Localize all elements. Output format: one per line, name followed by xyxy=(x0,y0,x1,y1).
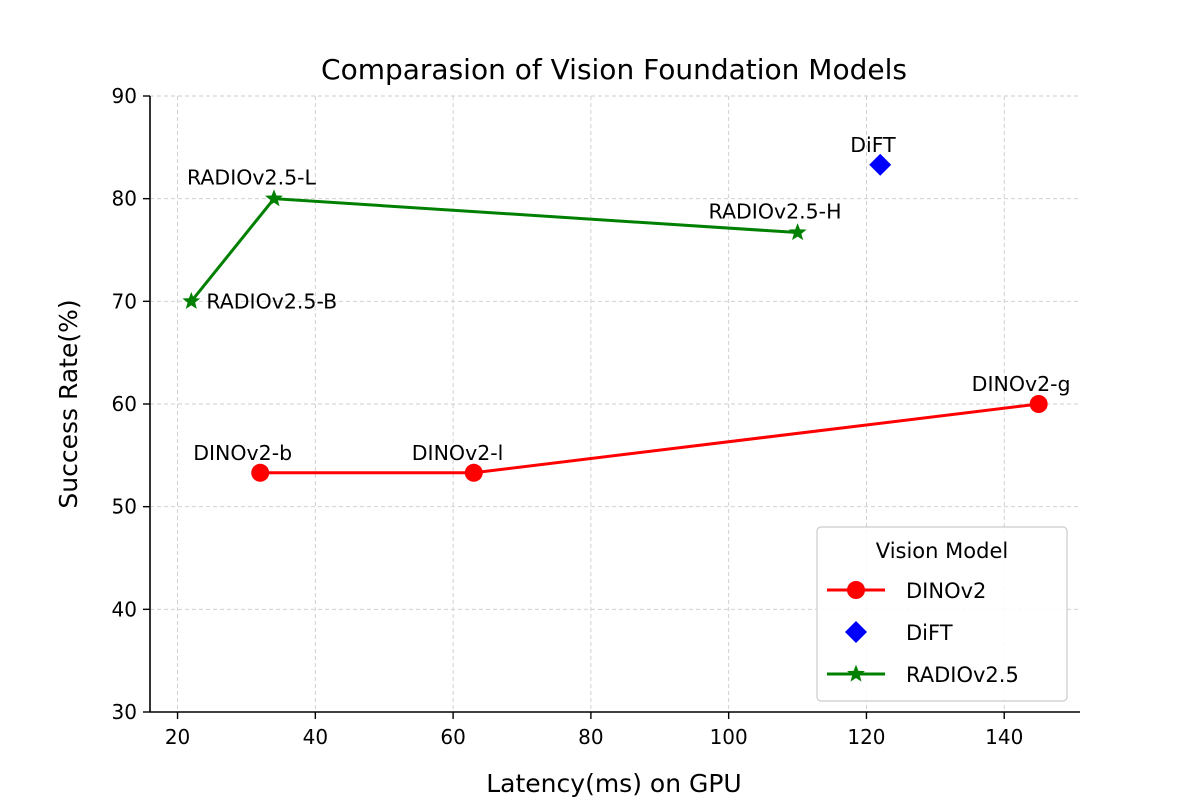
x-tick-label: 60 xyxy=(440,725,465,749)
point-label: RADIOv2.5-B xyxy=(206,289,337,313)
x-tick-label: 120 xyxy=(847,725,885,749)
x-tick-label: 140 xyxy=(985,725,1023,749)
x-axis-label: Latency(ms) on GPU xyxy=(486,769,741,798)
point-label: DiFT xyxy=(850,133,896,157)
point-label: DINOv2-g xyxy=(972,372,1071,396)
legend-marker-radiov2-5 xyxy=(847,664,865,682)
axes-layer: 20 40 60 80 100 120 140 30 40 50 60 70 80 90 xyxy=(112,84,1080,749)
y-tick-label: 40 xyxy=(112,597,137,621)
legend-label-radiov2-5: RADIOv2.5 xyxy=(906,663,1019,687)
point-label: DINOv2-b xyxy=(193,441,292,465)
y-axis-label: Success Rate(%) xyxy=(54,299,83,508)
legend-marker-dift xyxy=(845,621,867,643)
x-tick-label: 40 xyxy=(303,725,328,749)
legend-title: Vision Model xyxy=(876,539,1008,563)
dinov2-point xyxy=(1029,395,1048,413)
dinov2-point xyxy=(251,463,270,482)
y-tick-label: 90 xyxy=(112,84,137,108)
y-tick-label: 50 xyxy=(112,495,137,519)
point-label: DINOv2-l xyxy=(412,441,504,465)
y-tick-label: 80 xyxy=(112,187,137,211)
dinov2-series-line xyxy=(260,402,1039,475)
x-tick-label: 20 xyxy=(165,725,190,749)
chart-title: Comparasion of Vision Foundation Models xyxy=(321,53,907,86)
y-tick-label: 70 xyxy=(112,289,137,313)
radiov2-5-series-line xyxy=(190,197,798,303)
y-tick-label: 60 xyxy=(112,392,137,416)
series-layer xyxy=(182,153,1048,482)
point-label: RADIOv2.5-H xyxy=(709,200,842,224)
legend-marker-dinov2 xyxy=(847,581,865,599)
radiov2-5-point xyxy=(182,291,201,309)
point-labels-layer: DINOv2-b DINOv2-l DINOv2-g DiFT RADIOv2.5-B R… xyxy=(187,133,1071,465)
y-tick-label: 30 xyxy=(112,700,137,724)
radiov2-5-point xyxy=(265,189,283,207)
legend-label-dift: DiFT xyxy=(906,621,953,645)
legend-label-dinov2: DINOv2 xyxy=(906,579,986,603)
dift-point xyxy=(869,153,892,176)
radiov2-5-point xyxy=(788,223,807,241)
x-tick-label: 100 xyxy=(710,725,748,749)
dinov2-point xyxy=(464,463,483,482)
legend: Vision Model DINOv2 DiFT RADIOv2.5 xyxy=(816,526,1068,702)
point-label: RADIOv2.5-L xyxy=(187,166,317,190)
x-tick-label: 80 xyxy=(578,725,603,749)
legend-box xyxy=(816,526,1068,702)
